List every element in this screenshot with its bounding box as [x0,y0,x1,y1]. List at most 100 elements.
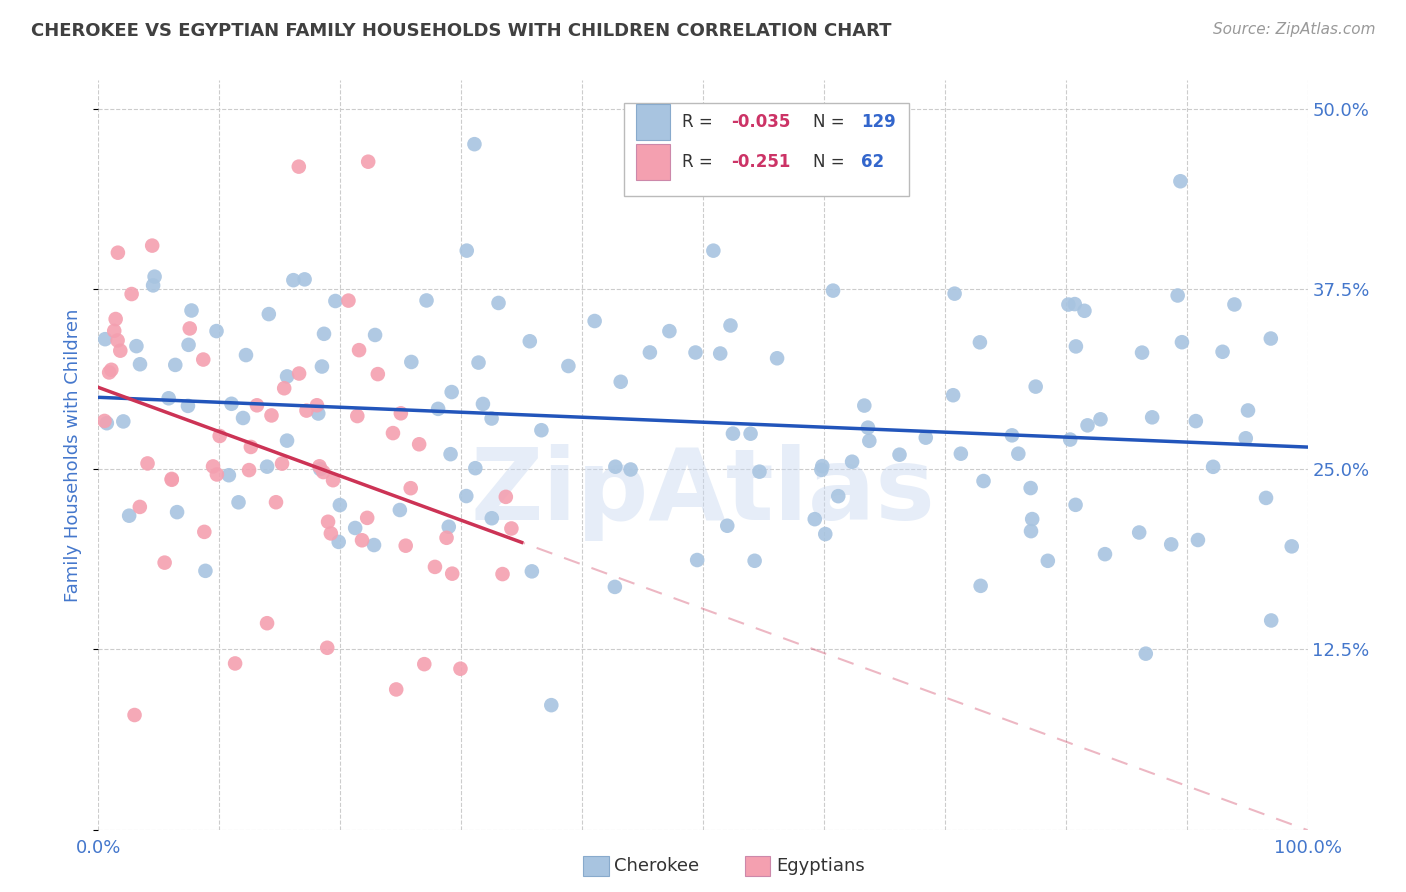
Point [973,474,995,488]
Point [440,385,463,400]
Point [481,511,503,525]
Point [193,352,215,367]
Point [811,459,834,474]
Point [605,459,627,474]
Point [1128,525,1150,540]
Point [246,398,269,412]
Point [1171,335,1194,350]
Point [456,244,478,258]
Point [1001,428,1024,442]
Text: 129: 129 [862,113,896,131]
Point [118,508,141,523]
Point [160,472,183,486]
FancyBboxPatch shape [624,103,908,196]
Point [98,366,121,380]
Point [205,467,228,482]
Point [273,381,295,395]
Point [276,434,298,448]
Point [367,367,389,381]
Point [491,567,513,582]
Point [194,564,217,578]
Point [1167,288,1189,302]
Point [949,447,972,461]
Point [1160,537,1182,551]
Point [1234,431,1257,445]
Point [346,409,368,423]
Point [467,355,489,369]
Point [319,526,342,541]
Point [325,293,347,308]
Point [1135,647,1157,661]
Point [456,489,478,503]
Point [1202,459,1225,474]
Point [288,160,311,174]
Point [107,334,129,348]
Point [177,338,200,352]
Point [143,269,166,284]
Text: Cherokee: Cherokee [614,857,700,875]
Point [124,708,146,723]
Point [1019,481,1042,495]
Point [520,565,543,579]
Point [363,538,385,552]
Point [388,503,411,517]
Point [1057,297,1080,311]
Point [100,363,122,377]
Point [686,553,709,567]
Point [385,682,408,697]
Point [103,324,125,338]
Point [1063,297,1085,311]
Point [557,359,579,373]
Point [205,324,228,338]
Point [311,359,333,374]
Point [501,521,523,535]
Point [620,462,643,476]
Point [1064,498,1087,512]
Point [603,580,626,594]
Point [1007,447,1029,461]
Point [740,426,762,441]
Point [709,346,731,360]
Text: -0.251: -0.251 [731,153,790,170]
Point [179,321,201,335]
Point [583,314,606,328]
Point [308,459,330,474]
Point [256,459,278,474]
Point [295,403,318,417]
Point [356,511,378,525]
Text: 62: 62 [862,153,884,170]
Point [312,326,335,341]
Point [1064,339,1087,353]
Point [702,244,724,258]
Bar [637,144,671,179]
Point [463,137,485,152]
Point [1260,332,1282,346]
Point [316,515,339,529]
Point [1019,524,1042,538]
Point [413,657,436,672]
Point [415,293,437,308]
Point [165,358,187,372]
Point [153,556,176,570]
Point [471,397,494,411]
Point [221,397,243,411]
Point [283,273,305,287]
Point [1130,345,1153,359]
Point [436,531,458,545]
Point [257,307,280,321]
Point [464,461,486,475]
Point [540,698,562,713]
Point [235,348,257,362]
Text: N =: N = [813,153,849,170]
Point [316,640,339,655]
Point [104,312,127,326]
Point [437,520,460,534]
Point [427,401,450,416]
Point [810,463,832,477]
Point [264,495,287,509]
Point [814,527,837,541]
Point [344,521,367,535]
Point [720,318,742,333]
Point [685,345,707,359]
Point [276,369,298,384]
